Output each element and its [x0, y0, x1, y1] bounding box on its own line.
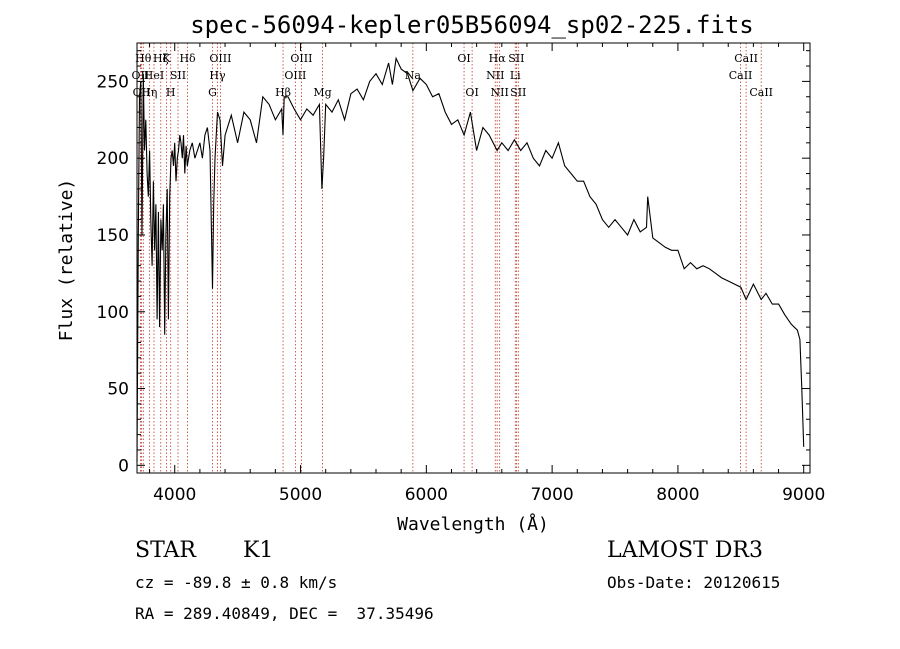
line-label: SII: [508, 52, 524, 65]
y-tick-label: 150: [97, 226, 129, 246]
line-label: Hδ: [179, 52, 196, 65]
axis-ticks: 4000 5000 6000 7000 8000 9000 0 50 100 150 200 250: [97, 43, 825, 505]
line-label: Hη: [141, 86, 157, 99]
y-tick-label: 250: [97, 72, 129, 92]
line-label: OI: [465, 86, 478, 99]
line-label: Hζ: [153, 52, 169, 65]
plot-frame: [136, 42, 811, 474]
line-label: OI: [457, 52, 470, 65]
line-label: OIII: [209, 52, 231, 65]
y-tick-label: 100: [97, 303, 129, 323]
line-label: Hα: [489, 52, 507, 65]
x-tick-label: 6000: [405, 485, 448, 505]
line-label: OII: [132, 69, 150, 82]
line-label: NII: [486, 69, 504, 82]
y-tick-label: 0: [118, 456, 129, 476]
chart-title: spec-56094-kepler05B56094_sp02-225.fits: [190, 11, 754, 39]
emission-line-labels: OII OII Hθ Hη HeI HζK H SII Hδ G Hγ OIII Hβ OIII OIII M…: [132, 52, 773, 99]
x-tick-label: 8000: [656, 485, 699, 505]
emission-line-markers: [139, 43, 762, 473]
line-label: CaII: [729, 69, 753, 82]
line-label: K: [162, 52, 171, 65]
class-label: STAR: [135, 538, 196, 563]
line-label: OIII: [284, 69, 306, 82]
line-label: CaII: [749, 86, 773, 99]
line-label: SII: [170, 69, 186, 82]
line-label: OIII: [290, 52, 312, 65]
y-tick-label: 50: [107, 380, 129, 400]
x-tick-label: 9000: [782, 485, 825, 505]
line-label: H: [166, 86, 176, 99]
line-label: Hθ: [135, 52, 152, 65]
line-label: Li: [510, 69, 521, 82]
line-label: NII: [491, 86, 509, 99]
line-label: CaII: [734, 52, 758, 65]
line-label: Mg: [313, 86, 331, 99]
x-axis-label: Wavelength (Å): [397, 513, 549, 535]
flux-series-line: [136, 56, 805, 463]
line-label: HeI: [144, 69, 164, 82]
survey-label: LAMOST DR3: [607, 538, 763, 563]
line-label: Hγ: [209, 69, 226, 82]
x-tick-label: 7000: [530, 485, 573, 505]
spectrum-chart: spec-56094-kepler05B56094_sp02-225.fits …: [56, 11, 825, 535]
x-tick-label: 4000: [153, 485, 196, 505]
line-label: G: [208, 86, 217, 99]
line-label: Hβ: [275, 86, 291, 99]
coordinates-text: RA = 289.40849, DEC = 37.35496: [135, 604, 434, 623]
redshift-text: cz = -89.8 ± 0.8 km/s: [135, 573, 338, 592]
x-tick-label: 5000: [279, 485, 322, 505]
line-label: SII: [510, 86, 526, 99]
y-tick-label: 200: [97, 149, 129, 169]
line-label: OII: [133, 86, 151, 99]
obs-date-text: Obs-Date: 20120615: [607, 573, 781, 592]
line-label: Na: [405, 69, 422, 82]
y-axis-label: Flux (relative): [56, 179, 77, 342]
subclass-label: K1: [243, 538, 274, 563]
